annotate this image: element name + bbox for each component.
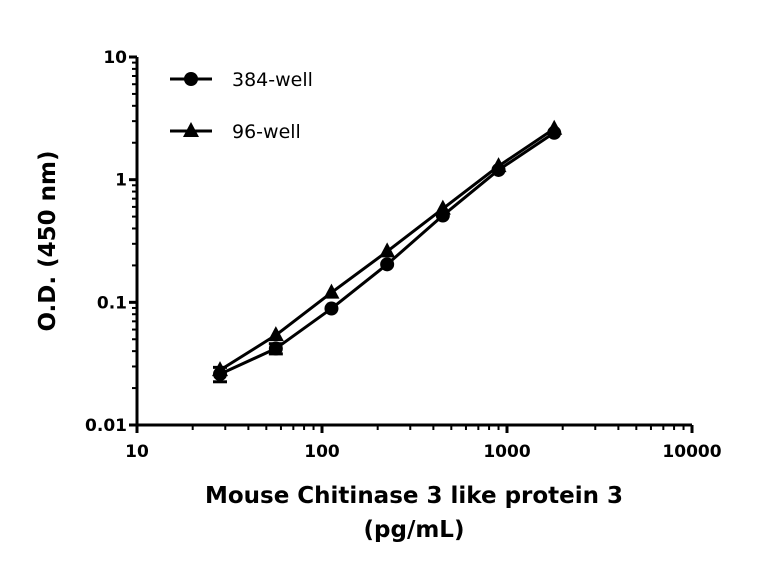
data-point-96-well (323, 283, 340, 299)
x-tick-label: 10000 (662, 442, 721, 462)
y-tick-label: 0.01 (85, 416, 127, 436)
plot-area: 10 100 1000 10000 0.01 0.1 1 10 (85, 48, 722, 462)
data-point-384-well (380, 257, 395, 272)
legend-label-96-well: 96-well (232, 121, 301, 143)
y-tick-label: 1 (115, 171, 127, 191)
x-tick-label: 1000 (483, 442, 530, 462)
data-point-96-well (267, 326, 284, 342)
data-point-96-well (546, 119, 563, 135)
data-point-384-well (324, 301, 339, 316)
data-point-96-well (490, 157, 507, 173)
legend-marker-384-well (184, 72, 198, 86)
legend-marker-96-well (183, 122, 199, 137)
data-point-96-well (379, 242, 396, 258)
x-axis-title: Mouse Chitinase 3 like protein 3 (205, 483, 623, 509)
y-tick-label: 0.1 (97, 293, 127, 313)
y-tick-label: 10 (103, 48, 127, 68)
legend-label-384-well: 384-well (232, 69, 313, 91)
x-axis-label: Mouse Chitinase 3 like protein 3 (pg/mL) (205, 483, 623, 543)
x-tick-label: 10 (125, 442, 149, 462)
x-tick-label: 100 (304, 442, 340, 462)
y-axis-title: O.D. (450 nm) (35, 150, 61, 331)
x-axis-title-units: (pg/mL) (364, 517, 465, 543)
data-point-96-well (434, 199, 451, 215)
